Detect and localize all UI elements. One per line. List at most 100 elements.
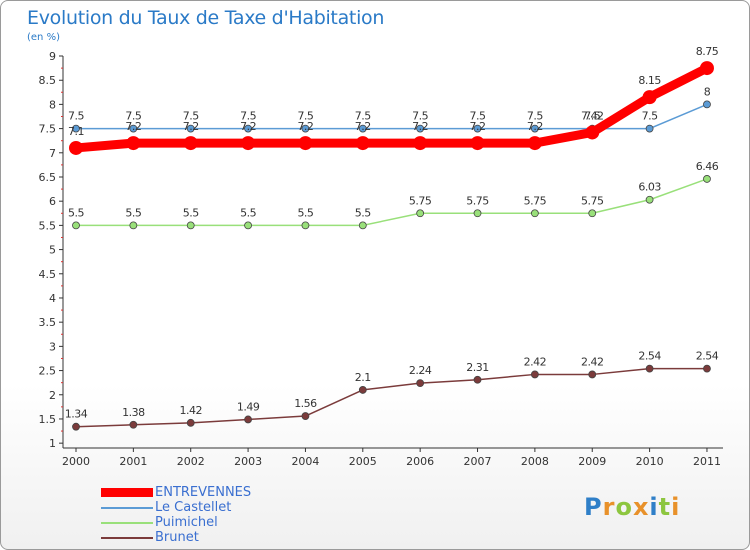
series-line-brunet	[75, 367, 708, 428]
data-label-le-castellet: 7.5	[125, 110, 141, 123]
data-point-entrevennes	[69, 140, 83, 155]
legend-swatch	[101, 506, 153, 509]
data-label-le-castellet: 7.5	[584, 110, 600, 123]
data-label-brunet: 2.42	[524, 355, 547, 368]
y-tick-label: 2.5	[39, 365, 57, 378]
chart-legend: ENTREVENNES Le Castellet Puimichel Brunet	[101, 485, 251, 545]
logo-letter: t	[658, 493, 672, 521]
data-label-le-castellet: 7.5	[355, 110, 371, 123]
y-tick-label: 4.5	[39, 268, 57, 281]
data-label-le-castellet: 8	[704, 85, 711, 98]
legend-swatch	[101, 536, 153, 539]
y-tick-label: 3	[49, 340, 56, 353]
data-label-puimichel: 5.5	[240, 206, 256, 219]
y-tick-label: 5	[49, 244, 56, 257]
data-point-brunet	[301, 412, 310, 420]
data-label-puimichel: 5.5	[68, 206, 84, 219]
data-point-brunet	[186, 418, 195, 427]
y-tick-label: 8.5	[39, 74, 57, 87]
legend-swatch	[101, 521, 153, 524]
data-label-brunet: 2.31	[466, 361, 489, 374]
legend-label: Puimichel	[155, 515, 218, 530]
legend-swatch	[101, 488, 153, 497]
x-tick-label: 2004	[291, 455, 319, 468]
data-point-le-castellet	[530, 124, 539, 133]
series-line-entrevennes	[71, 63, 712, 153]
data-point-brunet	[358, 386, 367, 394]
logo-letter: P	[584, 493, 603, 521]
data-label-le-castellet: 7.5	[183, 110, 199, 123]
data-point-puimichel	[301, 221, 310, 230]
data-point-entrevennes	[298, 136, 313, 151]
data-label-brunet: 2.42	[581, 355, 604, 368]
x-tick-label: 2006	[406, 455, 434, 468]
data-label-le-castellet: 7.5	[642, 110, 658, 123]
data-label-le-castellet: 7.5	[240, 110, 256, 123]
y-tick-label: 6.5	[39, 171, 57, 184]
data-label-brunet: 2.54	[638, 350, 661, 363]
y-tick-label: 5.5	[39, 219, 57, 232]
data-point-entrevennes	[126, 136, 141, 151]
data-point-entrevennes	[527, 136, 542, 151]
data-point-puimichel	[72, 221, 80, 230]
chart-unit-label: (en %)	[27, 32, 60, 43]
data-label-entrevennes: 7.2	[297, 120, 313, 133]
data-point-le-castellet	[244, 124, 252, 133]
logo-letter: i	[671, 493, 681, 521]
data-point-brunet	[645, 364, 654, 373]
data-label-brunet: 1.49	[237, 400, 260, 413]
legend-item-brunet: Brunet	[101, 530, 251, 545]
series-line-puimichel	[75, 178, 708, 227]
legend-item-entrevennes: ENTREVENNES	[101, 485, 251, 500]
data-label-puimichel: 5.75	[466, 194, 489, 207]
x-tick-label: 2000	[62, 455, 90, 468]
data-point-le-castellet	[703, 100, 711, 109]
x-tick-label: 2002	[177, 455, 205, 468]
data-point-brunet	[72, 422, 80, 431]
data-label-entrevennes: 7.42	[581, 109, 604, 122]
data-point-brunet	[530, 370, 539, 379]
data-point-puimichel	[703, 175, 711, 183]
data-point-entrevennes	[585, 125, 600, 140]
chart-title: Evolution du Taux de Taxe d'Habitation	[27, 7, 385, 29]
data-label-le-castellet: 7.5	[527, 110, 543, 123]
data-label-entrevennes: 8.15	[638, 74, 661, 87]
y-tick-label: 7.5	[39, 123, 57, 136]
data-label-puimichel: 5.5	[355, 206, 371, 219]
logo-letter: x	[632, 493, 650, 521]
data-label-brunet: 2.1	[355, 371, 371, 384]
data-label-le-castellet: 7.5	[470, 110, 486, 123]
data-point-puimichel	[129, 221, 138, 230]
y-tick-label: 7	[49, 147, 56, 160]
y-tick-label: 3.5	[39, 316, 57, 329]
data-point-brunet	[588, 370, 597, 379]
data-label-puimichel: 5.75	[581, 194, 604, 207]
data-label-puimichel: 5.5	[297, 206, 313, 219]
data-point-le-castellet	[358, 124, 367, 133]
data-label-entrevennes: 7.2	[527, 120, 543, 133]
data-point-puimichel	[186, 221, 195, 230]
legend-label: ENTREVENNES	[155, 485, 252, 500]
logo-letter: i	[649, 493, 659, 521]
y-tick-label: 4	[49, 292, 56, 305]
proxiti-logo: Proxiti	[584, 493, 680, 521]
y-tick-label: 6	[49, 195, 56, 208]
data-label-puimichel: 5.75	[524, 194, 547, 207]
data-label-puimichel: 5.5	[183, 206, 199, 219]
x-tick-label: 2001	[119, 455, 147, 468]
data-point-entrevennes	[241, 136, 256, 151]
data-label-puimichel: 6.03	[638, 181, 661, 194]
data-label-entrevennes: 7.2	[240, 120, 256, 133]
data-point-brunet	[244, 415, 252, 424]
data-label-puimichel: 5.5	[125, 206, 141, 219]
data-label-entrevennes: 8.75	[696, 45, 719, 58]
data-point-puimichel	[473, 209, 482, 218]
legend-item-puimichel: Puimichel	[101, 515, 251, 530]
legend-label: Le Castellet	[155, 500, 232, 515]
data-label-le-castellet: 7.5	[412, 110, 428, 123]
data-label-brunet: 2.54	[696, 350, 719, 363]
legend-item-le-castellet: Le Castellet	[101, 500, 251, 515]
x-tick-label: 2008	[521, 455, 549, 468]
data-point-puimichel	[244, 221, 252, 230]
